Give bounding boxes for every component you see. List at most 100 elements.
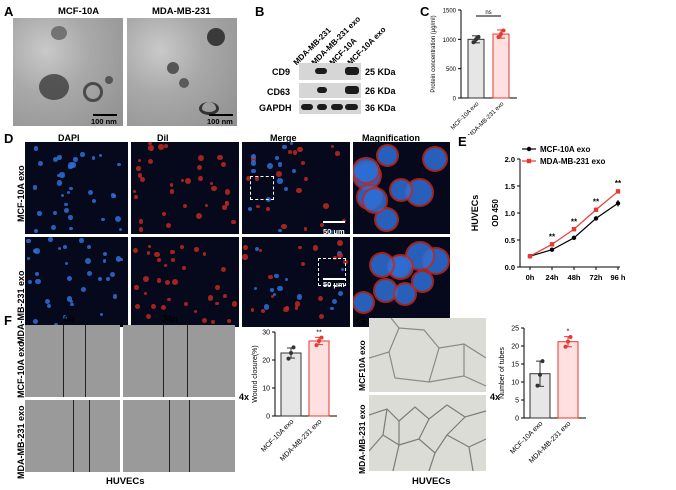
data-point <box>540 359 545 364</box>
panel-a-col2-label: MDA-MB-231 <box>152 6 211 17</box>
y-tick-label: 2.0 <box>505 155 515 164</box>
panel-label-d: D <box>4 131 14 146</box>
panel-label-a: A <box>4 4 14 19</box>
bar <box>557 341 579 419</box>
fluorescence-image <box>353 237 450 327</box>
tube-formation-image <box>369 395 486 471</box>
scale-bar-label: 100 nm <box>91 117 117 126</box>
data-point <box>476 34 481 39</box>
data-point <box>314 343 319 348</box>
blot-row-label: CD9 <box>272 67 291 77</box>
fluorescence-image <box>242 142 350 234</box>
data-point <box>538 372 542 377</box>
y-tick-label: 25 <box>511 326 519 333</box>
data-point <box>593 216 599 221</box>
legend-label: MDA-MB-231 exo <box>540 157 605 166</box>
data-point <box>593 207 599 212</box>
y-tick-label: 0 <box>453 97 457 103</box>
scale-bar-label: 50 μm <box>323 227 345 236</box>
y-tick-label: 15 <box>511 362 519 369</box>
y-tick-label: 500 <box>446 67 457 73</box>
scale-bar-label: 50 μm <box>323 280 345 289</box>
data-point <box>319 335 324 340</box>
cell-type-label: HUVECs <box>106 476 145 487</box>
data-point <box>571 227 577 232</box>
col-label-magnification: Magnification <box>362 133 420 143</box>
scale-bar <box>209 114 233 116</box>
data-point <box>568 335 573 339</box>
scale-bar <box>323 221 345 223</box>
chart-c-protein: 0 500 1000 1500 Protein concentration (μg/ml… <box>431 9 517 135</box>
tem-image-mdamb231: 100 nm <box>127 18 237 126</box>
fluorescence-image <box>353 142 450 234</box>
y-tick-label: 1.0 <box>505 209 515 218</box>
wound-image <box>123 325 235 397</box>
tem-image-mcf10a: 100 nm <box>13 18 123 126</box>
data-point <box>615 201 621 206</box>
kda-label: 25 KDa <box>365 67 396 77</box>
significance-label: ** <box>593 198 600 207</box>
fluorescence-image <box>25 237 128 327</box>
panel-label-c: C <box>420 4 430 19</box>
panel-label-e: E <box>458 134 467 149</box>
y-tick-label: 20 <box>511 344 519 351</box>
significance-label: ** <box>615 179 622 188</box>
y-tick-label: 1.5 <box>505 182 515 191</box>
significance-label: ** <box>571 218 578 227</box>
side-label: HUVECs <box>470 195 480 232</box>
blot-gapdh <box>299 100 361 114</box>
y-tick-label: 0.5 <box>505 236 515 245</box>
y-axis-label: Protein concentration (μg/ml) <box>431 15 437 92</box>
magnification-label: 4x <box>490 392 501 402</box>
data-point <box>549 242 555 247</box>
y-tick-label: 0.0 <box>505 263 515 272</box>
significance-label: ** <box>549 233 556 242</box>
wound-image <box>25 325 120 397</box>
row-label: MDA-MB-231 exo <box>357 404 367 474</box>
tube-formation-image <box>369 318 486 392</box>
data-point <box>549 247 555 252</box>
x-tick-label: 0h <box>526 273 535 282</box>
bar <box>467 38 485 99</box>
row-label: MCF10A exo <box>357 340 367 391</box>
y-tick-label: 20 <box>262 358 270 365</box>
data-point <box>474 37 478 42</box>
blot-row-label: GAPDH <box>259 103 292 113</box>
blot-cd9 <box>299 63 361 80</box>
chart-e-proliferation: 0.0 0.5 1.0 1.5 2.0 OD 450 HUVECs 0h 24h 48h 72h 96… <box>470 145 626 282</box>
y-axis-label: Wound closure(%) <box>252 345 259 402</box>
col-label-dil: Dil <box>157 133 169 143</box>
data-point <box>563 344 568 349</box>
time-label-0h: 0h <box>64 314 75 324</box>
y-axis-label: OD 450 <box>491 199 500 227</box>
scale-bar <box>93 114 117 116</box>
data-point <box>496 34 501 39</box>
data-point <box>527 254 533 259</box>
magnification-label: 4x <box>239 392 250 402</box>
y-tick-label: 1000 <box>443 38 457 44</box>
data-point <box>289 351 293 355</box>
col-label-dapi: DAPI <box>58 133 80 143</box>
significance-label: * <box>567 329 570 336</box>
data-point <box>566 339 570 344</box>
x-tick-label: 48h <box>568 273 581 282</box>
legend-label: MCF-10A exo <box>540 145 590 154</box>
panel-a-col1-label: MCF-10A <box>58 6 100 17</box>
data-point <box>571 235 577 241</box>
wound-image <box>123 400 235 472</box>
data-point <box>501 28 506 33</box>
scale-bar-label: 100 nm <box>207 117 233 126</box>
panel-label-f: F <box>4 313 12 328</box>
y-axis-label: Number of tubes <box>499 347 506 399</box>
data-point <box>286 356 291 361</box>
y-tick-label: 10 <box>262 386 270 393</box>
significance-label: ** <box>316 329 322 336</box>
zoom-box <box>318 258 346 286</box>
legend-marker <box>526 158 532 164</box>
significance-label: ns <box>485 10 491 16</box>
y-tick-label: 10 <box>511 380 519 387</box>
blot-cd63 <box>299 83 361 98</box>
fluorescence-image <box>131 142 239 234</box>
